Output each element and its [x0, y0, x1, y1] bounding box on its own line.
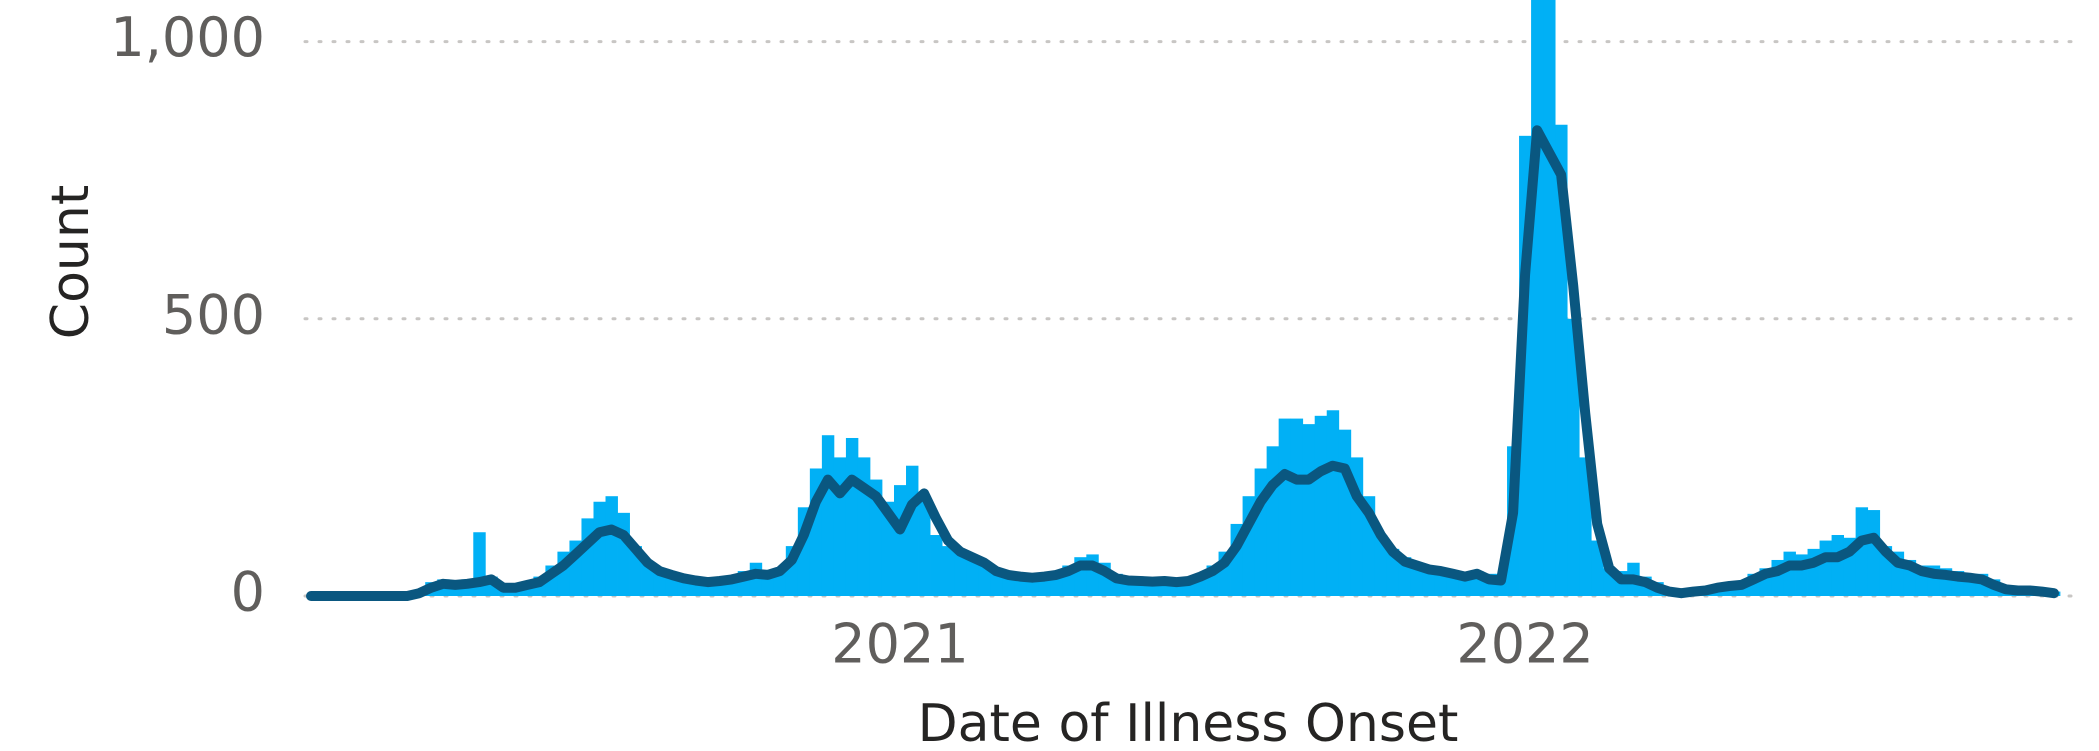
bar: [894, 485, 907, 596]
x-tick-label: 2022: [1456, 613, 1593, 676]
x-axis-title: Date of Illness Onset: [918, 694, 1459, 751]
y-tick-label: 500: [162, 283, 265, 346]
bar: [942, 546, 955, 596]
y-tick-label: 1,000: [110, 6, 265, 69]
bar: [1579, 457, 1592, 596]
bar: [978, 565, 991, 596]
bar: [1819, 540, 1832, 596]
bar: [593, 501, 606, 596]
x-tick-label: 2021: [831, 613, 968, 676]
bar: [1278, 418, 1292, 596]
bar: [581, 518, 594, 596]
bar: [1290, 418, 1304, 596]
bar: [833, 457, 847, 596]
bar: [821, 435, 835, 596]
bar: [1543, 0, 1556, 596]
bar: [1338, 429, 1352, 596]
bar: [1266, 446, 1280, 596]
bar: [1326, 410, 1340, 596]
bar: [954, 551, 967, 596]
bar: [966, 557, 979, 596]
bar: [1855, 507, 1869, 596]
y-tick-label: 0: [231, 561, 265, 624]
bar: [1302, 424, 1316, 596]
bar: [845, 437, 859, 596]
bar: [1374, 535, 1388, 596]
bar: [930, 535, 943, 596]
bar: [1314, 415, 1328, 596]
bar: [1867, 510, 1881, 596]
bar: [617, 512, 630, 596]
y-axis-title: Count: [41, 185, 101, 339]
bar: [605, 496, 618, 596]
bar: [918, 496, 931, 596]
bar: [1531, 0, 1544, 596]
bar: [1783, 551, 1796, 596]
bar: [857, 457, 871, 596]
moving-average-line: [306, 125, 2059, 601]
bar: [1567, 318, 1580, 596]
bar: [906, 465, 919, 596]
bar: [1831, 535, 1845, 596]
